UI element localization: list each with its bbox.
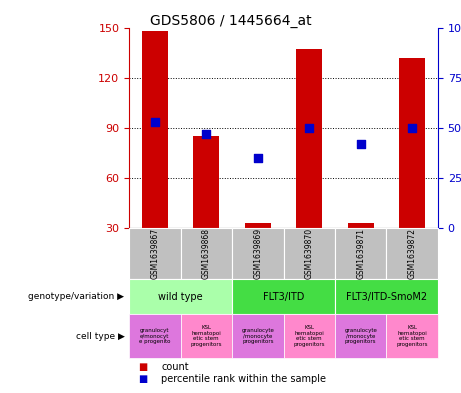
Bar — [129, 314, 181, 358]
Bar — [399, 58, 425, 278]
Text: GSM1639870: GSM1639870 — [305, 228, 314, 279]
Text: KSL
hematopoi
etic stem
progenitors: KSL hematopoi etic stem progenitors — [294, 325, 325, 347]
Bar — [284, 314, 335, 358]
Bar — [335, 228, 386, 279]
Text: GSM1639871: GSM1639871 — [356, 228, 365, 279]
Text: FLT3/ITD: FLT3/ITD — [263, 292, 304, 302]
Bar — [142, 31, 168, 278]
Point — [306, 125, 313, 131]
Text: ■: ■ — [138, 362, 148, 372]
Bar — [181, 314, 232, 358]
Text: genotype/variation ▶: genotype/variation ▶ — [29, 292, 124, 301]
Point — [357, 141, 364, 147]
Bar — [232, 314, 284, 358]
Bar — [284, 228, 335, 279]
Text: granulocyt
e/monocyt
e progenito: granulocyt e/monocyt e progenito — [139, 328, 171, 344]
Text: GSM1639872: GSM1639872 — [408, 228, 417, 279]
Bar — [335, 279, 438, 314]
Text: wild type: wild type — [158, 292, 203, 302]
Bar — [181, 228, 232, 279]
Bar — [232, 228, 284, 279]
Text: cell type ▶: cell type ▶ — [76, 332, 124, 340]
Point — [203, 130, 210, 137]
Bar — [335, 314, 386, 358]
Text: KSL
hematopoi
etic stem
progenitors: KSL hematopoi etic stem progenitors — [396, 325, 428, 347]
Bar — [386, 314, 438, 358]
Text: granulocyte
/monocyte
progenitors: granulocyte /monocyte progenitors — [242, 328, 274, 344]
Text: percentile rank within the sample: percentile rank within the sample — [161, 374, 326, 384]
Text: KSL
hematopoi
etic stem
progenitors: KSL hematopoi etic stem progenitors — [190, 325, 222, 347]
Bar — [386, 228, 438, 279]
Bar — [129, 228, 181, 279]
Bar — [348, 223, 373, 278]
Bar — [232, 279, 335, 314]
Bar — [129, 279, 232, 314]
Point — [254, 154, 261, 161]
Text: GDS5806 / 1445664_at: GDS5806 / 1445664_at — [150, 14, 311, 28]
Text: FLT3/ITD-SmoM2: FLT3/ITD-SmoM2 — [346, 292, 427, 302]
Text: GSM1639867: GSM1639867 — [150, 228, 160, 279]
Point — [408, 125, 416, 131]
Text: GSM1639869: GSM1639869 — [253, 228, 262, 279]
Bar — [194, 136, 219, 278]
Text: GSM1639868: GSM1639868 — [202, 228, 211, 279]
Text: granulocyte
/monocyte
progenitors: granulocyte /monocyte progenitors — [344, 328, 377, 344]
Bar — [245, 223, 271, 278]
Text: count: count — [161, 362, 189, 372]
Text: ■: ■ — [138, 374, 148, 384]
Bar — [296, 49, 322, 278]
Point — [151, 119, 159, 125]
